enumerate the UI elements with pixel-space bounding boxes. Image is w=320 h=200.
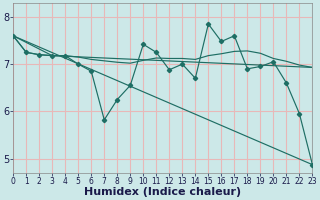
X-axis label: Humidex (Indice chaleur): Humidex (Indice chaleur) bbox=[84, 187, 241, 197]
